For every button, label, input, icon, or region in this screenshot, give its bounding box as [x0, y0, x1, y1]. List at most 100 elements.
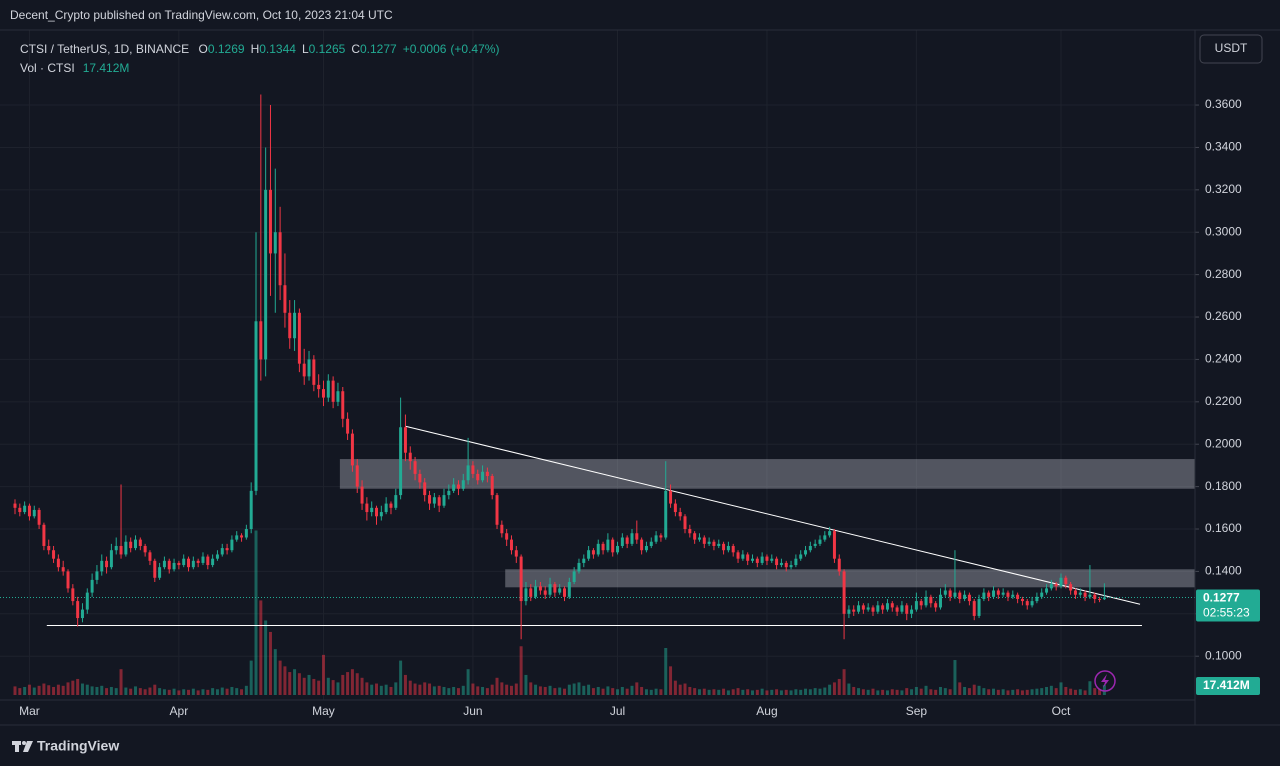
candle-body — [129, 541, 133, 549]
candle-body — [640, 539, 644, 551]
volume-bar — [1098, 689, 1102, 695]
candle-body — [857, 605, 861, 612]
volume-bar — [1001, 689, 1005, 695]
candle-body — [741, 554, 745, 559]
volume-bar — [124, 687, 128, 695]
volume-bar — [529, 682, 533, 695]
candle-body — [196, 560, 200, 563]
candle-body — [317, 384, 321, 390]
candle-body — [620, 537, 624, 546]
candle-body — [331, 380, 335, 402]
candle-body — [61, 567, 65, 572]
volume-bar — [606, 686, 610, 695]
volume-bar — [1035, 688, 1039, 695]
volume-bar — [375, 683, 379, 695]
volume-bar — [500, 682, 504, 695]
volume-bar — [331, 680, 335, 695]
volume-bar — [534, 684, 538, 695]
candle-body — [722, 543, 726, 551]
candle-body — [866, 607, 870, 610]
candle-body — [109, 550, 113, 568]
volume-bar — [428, 683, 432, 695]
candle-body — [394, 495, 398, 508]
candle-body — [1064, 577, 1068, 585]
candle-body — [52, 550, 56, 559]
volume-bar — [649, 689, 653, 695]
volume-bar — [476, 686, 480, 695]
volume-bar — [977, 685, 981, 695]
volume-bar — [394, 682, 398, 695]
candle-body — [167, 560, 171, 570]
volume-bar — [399, 660, 403, 695]
volume-bar — [910, 689, 914, 695]
volume-bar — [524, 674, 528, 695]
alert-icon[interactable] — [1094, 670, 1116, 692]
candle-body — [509, 539, 513, 551]
volume-bar — [495, 677, 499, 695]
candle-body — [794, 558, 798, 566]
volume-bar — [746, 689, 750, 695]
volume-bar — [177, 690, 181, 695]
volume-bar — [379, 685, 383, 695]
candle-body — [355, 465, 359, 487]
candle-body — [664, 490, 668, 538]
candle-body — [736, 552, 740, 559]
candle-body — [1011, 594, 1015, 597]
volume-bar — [726, 690, 730, 695]
volume-bar — [71, 680, 75, 695]
volume-bar — [134, 686, 137, 695]
y-tick-label: 0.3000 — [1205, 224, 1242, 238]
volume-bar — [80, 683, 84, 695]
candle-body — [567, 582, 571, 597]
candle-body — [558, 588, 562, 593]
volume-bar — [857, 688, 861, 695]
x-tick-label: May — [312, 704, 335, 718]
candle-body — [789, 565, 793, 568]
volume-bar — [225, 688, 229, 695]
candle-body — [635, 533, 639, 540]
volume-bar — [268, 631, 272, 695]
candle-body — [572, 571, 576, 583]
volume-bar — [1016, 689, 1020, 695]
candle-body — [490, 476, 494, 496]
volume-bar — [1030, 689, 1034, 695]
candle-body — [307, 359, 311, 377]
ohlc-key: O — [198, 42, 208, 56]
volume-bar — [461, 685, 465, 695]
volume-bar — [919, 688, 923, 695]
candle-body — [982, 592, 986, 599]
currency-button[interactable] — [1199, 34, 1263, 64]
candle-body — [751, 558, 754, 561]
candle-body — [1054, 584, 1058, 587]
candle-body — [346, 418, 350, 434]
volume-bar — [697, 689, 701, 695]
volume-bar — [191, 688, 195, 695]
candle-body — [929, 596, 933, 604]
candle-body — [476, 473, 480, 481]
volume-bar — [148, 687, 152, 695]
candle-body — [746, 554, 750, 561]
volume-bar — [264, 620, 268, 695]
ohlc-value: 0.1269 — [207, 42, 245, 56]
candle-body — [240, 535, 244, 538]
volume-bar — [312, 678, 316, 695]
candle-body — [977, 598, 981, 616]
volume-bar — [1088, 681, 1092, 695]
volume-bar — [640, 686, 644, 695]
candle-body — [847, 609, 851, 614]
volume-bar — [987, 689, 991, 695]
candle-body — [1093, 594, 1097, 599]
volume-bar — [630, 685, 634, 695]
volume-bar — [693, 688, 697, 695]
volume-bar — [963, 686, 967, 695]
candle-body — [389, 503, 393, 508]
candle-body — [278, 232, 282, 286]
volume-bar — [828, 684, 832, 695]
currency-label[interactable]: USDT — [1215, 41, 1248, 55]
volume-bar — [514, 683, 518, 695]
candle-body — [563, 588, 566, 597]
volume-bar — [731, 689, 735, 695]
candle-body — [273, 232, 277, 254]
candle-body — [350, 433, 354, 466]
